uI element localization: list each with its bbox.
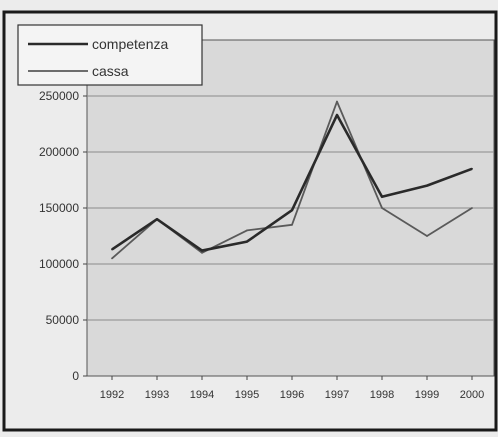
x-tick-label: 1995	[235, 389, 259, 401]
x-tick-label: 1993	[145, 389, 169, 401]
point-competenza	[111, 248, 113, 251]
series-lines	[111, 100, 473, 260]
gridlines	[87, 95, 494, 321]
point-competenza	[246, 240, 248, 243]
x-tick-label: 1999	[415, 389, 439, 401]
point-cassa	[381, 207, 383, 209]
point-competenza	[426, 184, 428, 187]
x-axis: 1992 1993 1994 1995 1996 1997 1998 1999 2000	[100, 376, 484, 401]
x-tick-label: 1998	[370, 389, 394, 401]
point-competenza	[381, 195, 383, 198]
point-competenza	[156, 218, 158, 221]
point-cassa	[111, 257, 113, 260]
point-competenza	[201, 249, 203, 252]
point-cassa	[471, 207, 473, 209]
x-tick-label: 2000	[460, 389, 484, 401]
legend-label-cassa: cassa	[92, 63, 129, 79]
legend: competenza cassa	[17, 24, 203, 86]
point-cassa	[336, 100, 338, 103]
y-axis: 0 50000 100000 150000 200000 250000	[39, 89, 87, 383]
x-tick-label: 1997	[325, 389, 349, 401]
legend-label-competenza: competenza	[92, 36, 168, 52]
legend-box	[17, 24, 203, 86]
point-competenza	[291, 209, 293, 212]
point-cassa	[291, 223, 293, 226]
y-tick-label: 50000	[46, 313, 80, 327]
x-tick-label: 1996	[280, 389, 304, 401]
y-tick-label: 150000	[39, 201, 79, 215]
point-cassa	[246, 229, 248, 232]
point-competenza	[336, 114, 338, 116]
x-tick-label: 1994	[190, 389, 214, 401]
y-tick-label: 250000	[39, 89, 79, 103]
x-tick-label: 1992	[100, 389, 124, 401]
point-cassa	[201, 251, 203, 254]
point-cassa	[426, 235, 428, 237]
y-tick-label: 200000	[39, 145, 79, 159]
y-tick-label: 0	[72, 369, 79, 383]
y-tick-label: 100000	[39, 257, 79, 271]
point-competenza	[471, 167, 473, 170]
